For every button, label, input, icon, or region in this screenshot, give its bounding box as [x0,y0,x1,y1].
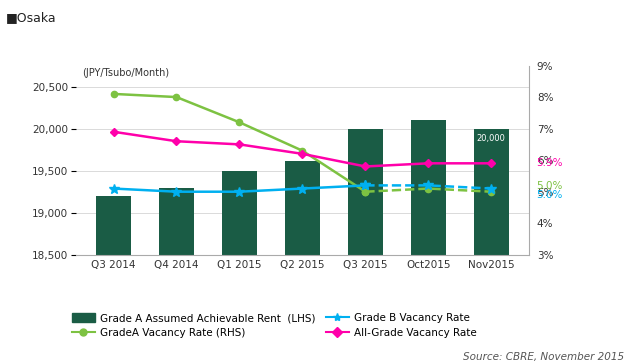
Bar [222,171,257,364]
Bar [348,128,382,364]
Text: ■Osaka: ■Osaka [6,11,57,24]
Text: 5.0%: 5.0% [536,190,563,201]
Text: (JPY/Tsubo/Month): (JPY/Tsubo/Month) [82,68,169,78]
Bar [159,187,194,364]
Text: 5.0%: 5.0% [536,181,563,191]
Legend: Grade A Assumed Achievable Rent  (LHS), GradeA Vacancy Rate (RHS), Grade B Vacan: Grade A Assumed Achievable Rent (LHS), G… [72,313,477,338]
Bar [285,161,319,364]
Text: 5.9%: 5.9% [536,158,563,168]
Text: Source: CBRE, November 2015: Source: CBRE, November 2015 [462,352,624,362]
Bar [411,120,445,364]
Bar [96,196,131,364]
Bar [474,128,508,364]
Text: 20,000: 20,000 [477,134,506,143]
